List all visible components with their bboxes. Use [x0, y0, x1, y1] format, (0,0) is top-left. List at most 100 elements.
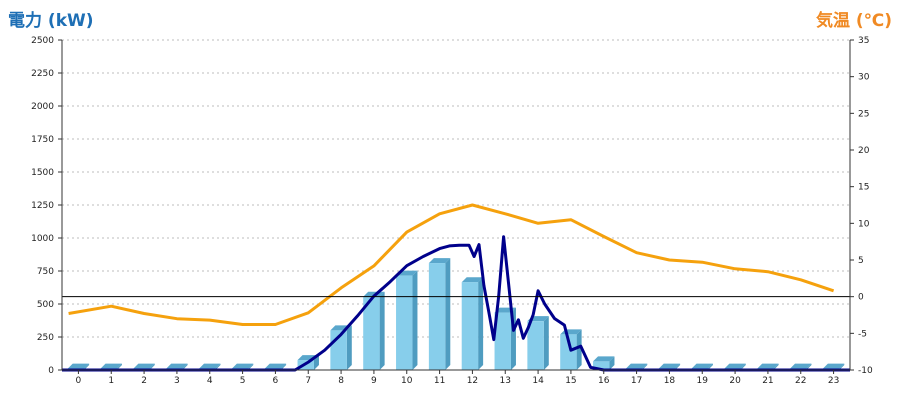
left-tick-label: 250 [37, 333, 54, 343]
x-tick-label: 7 [305, 376, 311, 386]
right-tick-label: 15 [858, 183, 869, 193]
bar-side [773, 363, 779, 370]
right-tick-label: 25 [858, 109, 869, 119]
x-tick-label: 20 [729, 376, 741, 386]
bar-side [478, 277, 484, 370]
bar-top [593, 356, 615, 362]
bar [428, 258, 451, 370]
bar-top [461, 277, 484, 283]
bar-side [281, 363, 287, 370]
bar [527, 316, 549, 370]
x-tick-label: 12 [467, 376, 478, 386]
x-tick-label: 19 [697, 376, 709, 386]
right-tick-label: -10 [858, 366, 873, 376]
bar-top [67, 363, 90, 369]
bar-top [691, 363, 713, 369]
bar-top [133, 363, 155, 369]
x-tick-label: 16 [598, 376, 610, 386]
x-tick-label: 2 [141, 376, 147, 386]
right-axis-title: 気温 (℃) [815, 11, 892, 31]
right-tick-label: 10 [858, 219, 870, 229]
x-tick-label: 13 [500, 376, 511, 386]
bar-top [428, 258, 451, 264]
right-tick-label: -5 [858, 329, 867, 339]
bar-side [543, 316, 549, 370]
bar-front [396, 275, 413, 370]
x-tick-label: 0 [76, 376, 82, 386]
x-tick-label: 14 [532, 376, 544, 386]
bar-side [839, 363, 845, 370]
x-tick-label: 11 [434, 376, 445, 386]
right-tick-label: 0 [858, 293, 864, 303]
bar-front [363, 296, 380, 370]
axis-layer [58, 39, 854, 374]
bar-side [248, 363, 254, 370]
left-tick-label: 1250 [31, 201, 54, 211]
x-tick-label: 1 [108, 376, 114, 386]
left-tick-label: 0 [48, 366, 54, 376]
right-tick-label: 35 [858, 36, 869, 46]
x-tick-label: 9 [371, 376, 377, 386]
bar-top [166, 363, 188, 369]
bar-side [806, 363, 812, 370]
line-layer [62, 203, 850, 372]
bar-side [116, 363, 122, 370]
bar [461, 277, 484, 370]
left-tick-label: 1750 [31, 135, 54, 145]
left-tick-label: 750 [37, 267, 54, 277]
bar-side [642, 363, 648, 370]
bar-side [313, 355, 319, 370]
bar-side [84, 363, 90, 370]
x-tick-label: 5 [240, 376, 246, 386]
bar-front [560, 334, 577, 370]
bar-top [790, 363, 812, 369]
bar-front [593, 361, 610, 370]
bar-side [346, 325, 352, 370]
bar-front [527, 321, 544, 370]
left-tick-label: 500 [37, 300, 54, 310]
bar-side [379, 291, 385, 370]
left-tick-label: 2500 [31, 36, 54, 46]
right-tick-label: 30 [858, 73, 870, 83]
bar-side [576, 329, 582, 370]
x-tick-label: 3 [174, 376, 180, 386]
x-tick-label: 22 [795, 376, 806, 386]
left-axis-title: 電力 (kW) [8, 11, 94, 31]
bar-layer [67, 258, 845, 370]
x-tick-label: 6 [273, 376, 279, 386]
left-tick-label: 1500 [31, 168, 54, 178]
right-tick-label: 5 [858, 256, 864, 266]
x-tick-label: 15 [565, 376, 576, 386]
x-tick-label: 8 [338, 376, 344, 386]
bar-top [199, 363, 221, 369]
x-tick-label: 18 [664, 376, 676, 386]
bar-side [675, 363, 681, 370]
bar-front [494, 312, 511, 370]
bar-side [740, 363, 746, 370]
x-tick-label: 21 [762, 376, 773, 386]
bar-side [707, 363, 713, 370]
bar-side [215, 363, 221, 370]
x-tick-label: 4 [207, 376, 213, 386]
bar-front [461, 282, 479, 370]
left-tick-label: 2000 [31, 102, 54, 112]
right-tick-label: 20 [858, 146, 870, 156]
temperature-line [68, 203, 835, 326]
bar-front [428, 263, 446, 370]
bar-top [757, 363, 779, 369]
bar-side [445, 258, 451, 370]
bar-top [822, 363, 845, 369]
x-tick-label: 17 [631, 376, 642, 386]
left-tick-label: 1000 [31, 234, 54, 244]
bar-top [724, 363, 746, 369]
tick-layer: 02505007501000125015001750200022502500-1… [31, 36, 873, 386]
bar-side [182, 363, 188, 370]
bar [330, 325, 352, 370]
bar-side [609, 356, 615, 370]
bar-side [149, 363, 155, 370]
x-tick-label: 23 [828, 376, 839, 386]
bar-top [658, 363, 681, 369]
bar-top [625, 363, 648, 369]
left-tick-label: 2250 [31, 69, 54, 79]
